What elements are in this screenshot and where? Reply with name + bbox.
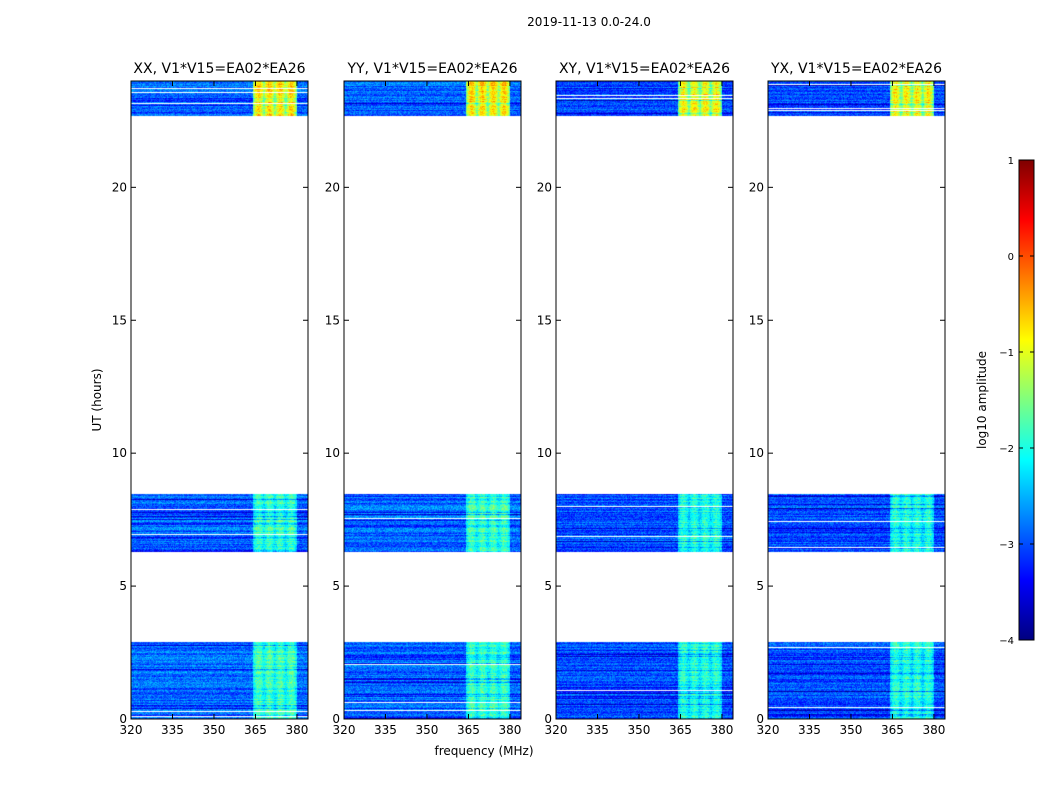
panel-title-4: YX, V1*V15=EA02*EA26 xyxy=(770,61,942,77)
y-tick-label: 0 xyxy=(119,712,127,726)
y-tick-label: 15 xyxy=(112,313,127,327)
x-tick-label: 365 xyxy=(669,723,692,737)
colorbar-tick-label: 0 xyxy=(1008,252,1014,263)
x-tick-label: 335 xyxy=(586,723,609,737)
y-tick-label: 20 xyxy=(325,180,340,194)
panel-frame-1 xyxy=(130,80,309,720)
x-tick-label: 350 xyxy=(840,723,863,737)
y-tick-label: 15 xyxy=(325,313,340,327)
x-tick-label: 365 xyxy=(881,723,904,737)
panel-3: XY, V1*V15=EA02*EA26 320 335 350 365 380 0 5 10 1… xyxy=(537,61,734,737)
x-tick-label: 365 xyxy=(244,723,267,737)
panel-frame-3 xyxy=(555,80,734,720)
y-tick-label: 20 xyxy=(112,180,127,194)
y-tick-label: 10 xyxy=(325,446,340,460)
panel-4: YX, V1*V15=EA02*EA26 320 335 350 365 380 0 5 10 1… xyxy=(749,61,946,737)
x-tick-label: 320 xyxy=(120,723,143,737)
spectrogram-image-1 xyxy=(131,81,308,719)
colorbar-gradient xyxy=(1018,159,1035,641)
y-axis-label: UT (hours) xyxy=(90,368,104,431)
x-tick-label: 365 xyxy=(457,723,480,737)
panel-title-2: YY, V1*V15=EA02*EA26 xyxy=(346,61,517,77)
figure-suptitle: 2019-11-13 0.0-24.0 xyxy=(527,15,651,29)
x-tick-label: 380 xyxy=(285,723,308,737)
x-tick-label: 335 xyxy=(374,723,397,737)
colorbar: 1 0 −1 −2 −3 −4 log10 amplitude xyxy=(975,156,1035,647)
panel-frame-2 xyxy=(343,80,522,720)
y-tick-label: 0 xyxy=(332,712,340,726)
y-tick-label: 10 xyxy=(112,446,127,460)
spectrogram-image-2 xyxy=(344,81,521,719)
x-tick-label: 380 xyxy=(498,723,521,737)
x-tick-label: 380 xyxy=(922,723,945,737)
y-tick-label: 15 xyxy=(537,313,552,327)
y-tick-label: 10 xyxy=(749,446,764,460)
colorbar-tick-label: −2 xyxy=(999,444,1014,455)
colorbar-label: log10 amplitude xyxy=(975,351,989,449)
x-tick-label: 350 xyxy=(628,723,651,737)
x-tick-label: 335 xyxy=(161,723,184,737)
panel-title-1: XX, V1*V15=EA02*EA26 xyxy=(133,61,305,77)
y-tick-label: 10 xyxy=(537,446,552,460)
panel-frame-4 xyxy=(767,80,946,720)
x-tick-label: 320 xyxy=(333,723,356,737)
x-tick-label: 335 xyxy=(798,723,821,737)
y-tick-label: 20 xyxy=(749,180,764,194)
y-tick-label: 20 xyxy=(537,180,552,194)
y-tick-label: 5 xyxy=(756,579,764,593)
y-tick-label: 5 xyxy=(119,579,127,593)
x-tick-label: 350 xyxy=(416,723,439,737)
y-tick-label: 15 xyxy=(749,313,764,327)
spectrogram-image-4 xyxy=(768,81,945,719)
x-tick-label: 320 xyxy=(757,723,780,737)
colorbar-tick-label: −4 xyxy=(999,636,1014,647)
colorbar-tick-label: −1 xyxy=(999,348,1014,359)
x-tick-label: 380 xyxy=(710,723,733,737)
panel-1: XX, V1*V15=EA02*EA26 320 335 350 365 380 0 5 10 1… xyxy=(112,61,309,737)
panel-title-3: XY, V1*V15=EA02*EA26 xyxy=(559,61,730,77)
colorbar-tick-label: −3 xyxy=(999,540,1014,551)
y-tick-label: 0 xyxy=(756,712,764,726)
panel-2: YY, V1*V15=EA02*EA26 320 335 350 365 380 0 5 10 1… xyxy=(325,61,522,737)
y-tick-label: 0 xyxy=(544,712,552,726)
x-tick-label: 350 xyxy=(203,723,226,737)
colorbar-tick-label: 1 xyxy=(1008,156,1014,167)
y-tick-label: 5 xyxy=(332,579,340,593)
x-axis-label: frequency (MHz) xyxy=(434,744,533,758)
y-tick-label: 5 xyxy=(544,579,552,593)
x-tick-label: 320 xyxy=(545,723,568,737)
spectrogram-image-3 xyxy=(556,81,733,719)
